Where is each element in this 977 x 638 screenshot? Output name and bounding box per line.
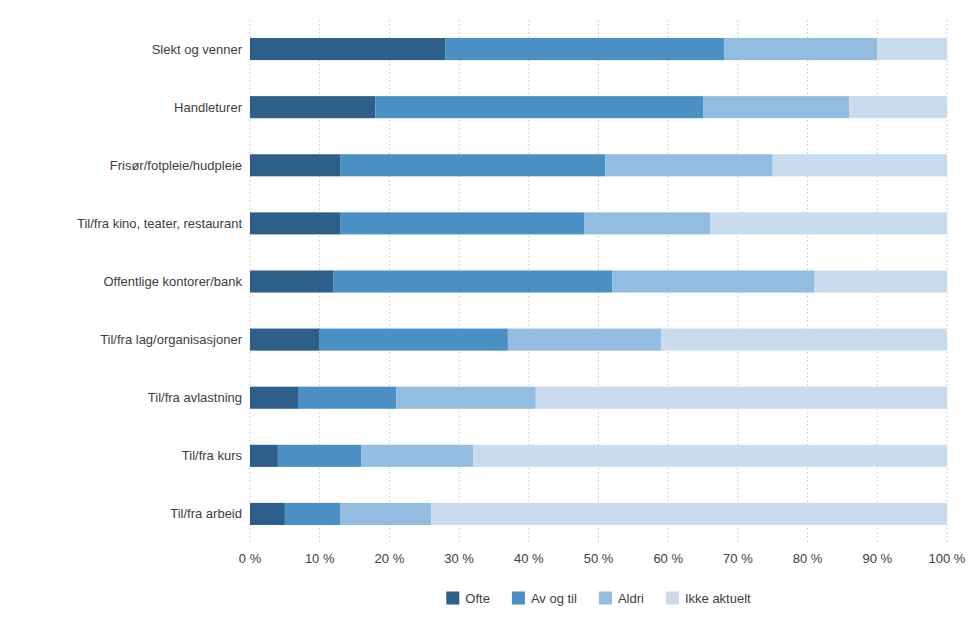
x-tick-label: 30 % bbox=[444, 551, 474, 566]
bar bbox=[320, 329, 508, 351]
bars bbox=[250, 38, 947, 525]
bar bbox=[815, 270, 947, 292]
bar bbox=[250, 96, 375, 118]
bar bbox=[375, 96, 703, 118]
y-tick-label: Offentlige kontorer/bank bbox=[103, 274, 242, 289]
grid bbox=[250, 20, 947, 543]
bar bbox=[278, 445, 362, 467]
bar bbox=[508, 329, 661, 351]
x-tick-label: 20 % bbox=[375, 551, 405, 566]
x-tick-label: 0 % bbox=[239, 551, 262, 566]
y-tick-label: Til/fra kino, teater, restaurant bbox=[77, 216, 242, 231]
bar bbox=[250, 503, 285, 525]
bar bbox=[710, 212, 947, 234]
bar bbox=[250, 154, 341, 176]
x-tick-label: 40 % bbox=[514, 551, 544, 566]
bar bbox=[473, 445, 947, 467]
bar bbox=[612, 270, 814, 292]
bar bbox=[445, 38, 724, 60]
chart: 0 % 10 % 20 % 30 % 40 % 50 % 60 % 70 % 80 % 90 % 1… bbox=[0, 0, 977, 638]
legend-swatch bbox=[446, 592, 459, 605]
bar bbox=[362, 445, 474, 467]
y-tick-label: Til/fra arbeid bbox=[170, 506, 242, 521]
bar bbox=[285, 503, 341, 525]
x-tick-label: 50 % bbox=[584, 551, 614, 566]
x-tick-label: 90 % bbox=[862, 551, 892, 566]
legend-label: Ikke aktuelt bbox=[685, 591, 751, 606]
bar bbox=[250, 212, 341, 234]
legend-item: Ikke aktuelt bbox=[666, 591, 751, 606]
bar bbox=[250, 445, 278, 467]
bar bbox=[299, 387, 397, 409]
legend-label: Ofte bbox=[465, 591, 490, 606]
bar bbox=[773, 154, 947, 176]
legend-swatch bbox=[599, 592, 612, 605]
x-tick-label: 80 % bbox=[793, 551, 823, 566]
legend-swatch bbox=[512, 592, 525, 605]
bar bbox=[661, 329, 947, 351]
legend-item: Aldri bbox=[599, 591, 644, 606]
y-tick-label: Frisør/fotpleie/hudpleie bbox=[110, 158, 242, 173]
bar bbox=[536, 387, 947, 409]
bar bbox=[341, 503, 432, 525]
y-tick-label: Til/fra avlastning bbox=[148, 390, 242, 405]
y-tick-label: Slekt og venner bbox=[152, 42, 243, 57]
x-tick-label: 100 % bbox=[929, 551, 966, 566]
bar bbox=[703, 96, 849, 118]
legend-item: Ofte bbox=[446, 591, 490, 606]
legend: Ofte Av og til Aldri Ikke aktuelt bbox=[446, 591, 751, 606]
x-tick-label: 60 % bbox=[653, 551, 683, 566]
x-tick-label: 10 % bbox=[305, 551, 335, 566]
legend-label: Aldri bbox=[618, 591, 644, 606]
bar bbox=[334, 270, 613, 292]
bar bbox=[605, 154, 772, 176]
bar bbox=[250, 329, 320, 351]
legend-label: Av og til bbox=[531, 591, 577, 606]
bar bbox=[341, 212, 585, 234]
bar bbox=[250, 38, 445, 60]
bar bbox=[250, 387, 299, 409]
bar bbox=[431, 503, 947, 525]
bar bbox=[250, 270, 334, 292]
bar bbox=[849, 96, 947, 118]
legend-item: Av og til bbox=[512, 591, 577, 606]
bar bbox=[341, 154, 606, 176]
legend-swatch bbox=[666, 592, 679, 605]
bar bbox=[585, 212, 710, 234]
y-tick-label: Til/fra kurs bbox=[182, 448, 243, 463]
bar bbox=[877, 38, 947, 60]
y-tick-label: Handleturer bbox=[174, 100, 243, 115]
bar bbox=[396, 387, 535, 409]
y-tick-label: Til/fra lag/organisasjoner bbox=[100, 332, 243, 347]
bar bbox=[724, 38, 877, 60]
x-tick-label: 70 % bbox=[723, 551, 753, 566]
